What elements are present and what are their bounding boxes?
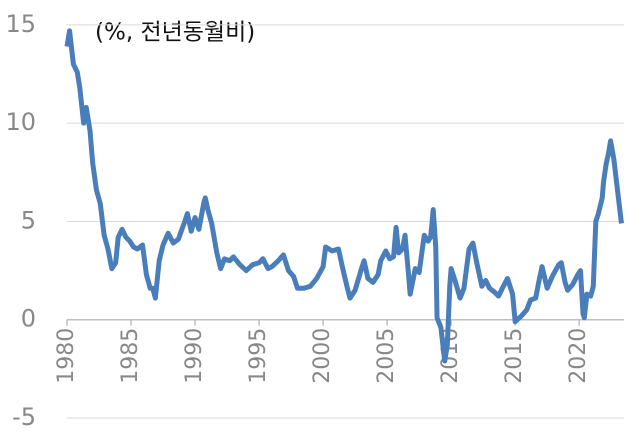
x-tick-label: 2005 [374,328,399,384]
y-tick-label: 5 [21,206,36,234]
x-tick-label: 2015 [502,328,527,384]
y-tick-label: -5 [12,403,36,431]
chart-title: (%, 전년동월비) [95,20,255,46]
y-tick-label: 15 [5,10,36,38]
x-tick-label: 1990 [182,328,207,384]
x-tick-label: 1985 [118,328,143,384]
x-tick-label: 2020 [566,328,591,384]
y-tick-label: 10 [5,108,36,136]
y-tick-label: 0 [21,305,36,333]
x-tick-label: 1995 [246,328,271,384]
line-series [64,28,624,364]
x-tick-label: 2000 [310,328,335,384]
x-tick-label: 1980 [54,328,79,384]
